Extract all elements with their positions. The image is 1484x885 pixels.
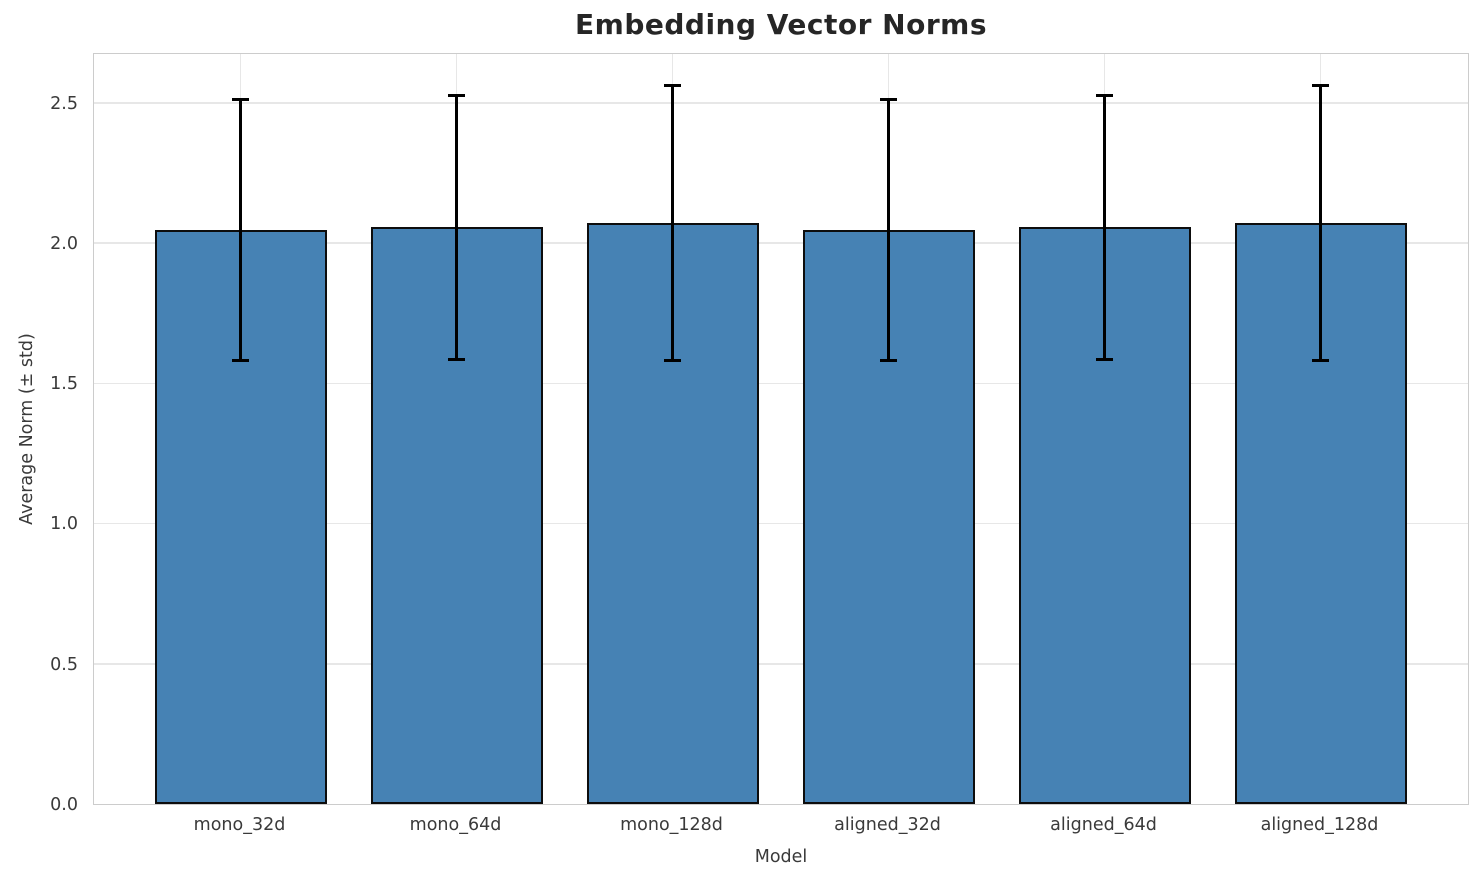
y-tick-label: 0.0 xyxy=(50,795,78,815)
error-cap-top-mono_128d xyxy=(664,84,681,88)
error-cap-bottom-mono_32d xyxy=(232,359,249,363)
error-cap-top-aligned_32d xyxy=(880,98,897,102)
y-tick-label: 2.0 xyxy=(50,233,78,254)
y-tick-label: 1.0 xyxy=(50,514,78,535)
y-tick-label: 0.5 xyxy=(50,654,78,675)
x-tick-label-aligned_32d: aligned_32d xyxy=(834,815,941,835)
gridline-horizontal xyxy=(94,382,1468,385)
error-cap-top-aligned_64d xyxy=(1096,94,1113,97)
x-axis-label: Model xyxy=(754,847,808,867)
y-tick-label: 1.5 xyxy=(50,374,78,395)
error-bar-mono_128d xyxy=(671,85,674,361)
error-cap-bottom-aligned_64d xyxy=(1096,357,1113,361)
gridline-horizontal xyxy=(94,663,1468,665)
chart-title: Embedding Vector Norms xyxy=(575,8,987,41)
error-cap-bottom-aligned_128d xyxy=(1312,359,1329,363)
plot-area xyxy=(93,53,1469,805)
error-cap-top-mono_64d xyxy=(448,94,465,97)
x-tick-label-mono_128d: mono_128d xyxy=(620,815,723,835)
x-tick-label-aligned_64d: aligned_64d xyxy=(1050,815,1157,835)
gridline-horizontal xyxy=(94,522,1468,525)
x-tick-label-aligned_128d: aligned_128d xyxy=(1260,815,1379,835)
error-bar-aligned_32d xyxy=(887,99,890,361)
error-cap-bottom-aligned_32d xyxy=(880,359,897,363)
x-tick-label-mono_64d: mono_64d xyxy=(409,815,502,835)
error-cap-top-aligned_128d xyxy=(1312,84,1329,88)
error-cap-bottom-mono_128d xyxy=(664,359,681,363)
error-bar-aligned_128d xyxy=(1319,85,1322,361)
gridline-horizontal xyxy=(94,101,1468,104)
error-bar-mono_32d xyxy=(239,99,242,361)
error-cap-top-mono_32d xyxy=(232,98,249,102)
y-tick-labels: 0.0 0.5 1.0 1.5 2.0 2.5 xyxy=(0,53,78,816)
error-cap-bottom-mono_64d xyxy=(448,357,465,361)
error-bar-aligned_64d xyxy=(1103,95,1106,360)
x-tick-label-mono_32d: mono_32d xyxy=(193,815,286,835)
y-tick-label: 2.5 xyxy=(50,93,78,114)
x-tick-labels: mono_32d mono_64d mono_128d aligned_32d alig… xyxy=(93,813,1469,837)
error-bar-mono_64d xyxy=(455,95,458,360)
gridline-horizontal xyxy=(94,242,1468,244)
